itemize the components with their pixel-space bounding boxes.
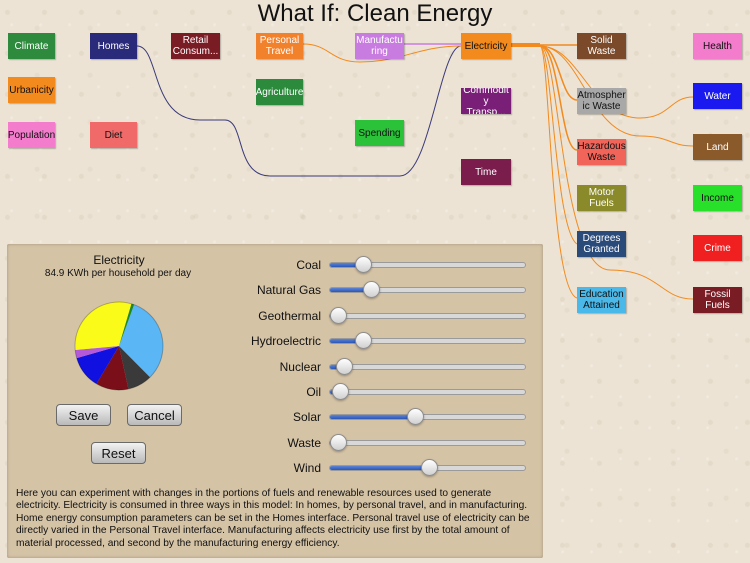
- slider-label-solar: Solar: [292, 410, 321, 425]
- node-urbanicity[interactable]: Urbanicity: [8, 77, 55, 103]
- slider-oil[interactable]: [329, 383, 526, 400]
- link-homes-electricity: [136, 45, 462, 177]
- pie-slice-wind: [75, 302, 132, 350]
- slider-thumb[interactable]: [331, 383, 349, 400]
- slider-label-hydroelectric: Hydroelectric: [250, 334, 321, 349]
- cancel-button[interactable]: Cancel: [127, 404, 182, 426]
- save-button[interactable]: Save: [56, 404, 111, 426]
- panel-title: Electricity: [93, 253, 145, 267]
- slider-label-oil: Oil: [306, 385, 321, 399]
- slider-label-wind: Wind: [293, 461, 321, 476]
- node-degrees[interactable]: Degrees Granted: [577, 231, 626, 257]
- node-education[interactable]: Education Attained: [577, 287, 626, 313]
- slider-label-coal: Coal: [296, 258, 321, 272]
- node-hazardous[interactable]: Hazardous Waste: [577, 139, 626, 165]
- node-crime[interactable]: Crime: [693, 235, 742, 261]
- pie-slice-solar: [119, 304, 163, 378]
- slider-natural-gas[interactable]: [329, 281, 526, 299]
- pie-slice-geothermal: [75, 346, 119, 359]
- panel-subtitle: 84.9 KWh per household per day: [44, 268, 192, 279]
- slider-solar[interactable]: [329, 408, 526, 426]
- node-electricity[interactable]: Electricity: [461, 33, 511, 59]
- node-agriculture[interactable]: Agriculture: [256, 79, 303, 105]
- node-personal-travel[interactable]: Personal Travel: [256, 33, 303, 59]
- panel-description: Here you can experiment with changes in …: [16, 488, 530, 549]
- pie-slice-coal: [119, 346, 150, 389]
- slider-fill: [330, 339, 364, 344]
- node-commodity[interactable]: Commodit y Transp...: [461, 88, 511, 114]
- node-atmospheric[interactable]: Atmospher ic Waste: [577, 88, 626, 114]
- slider-fill: [330, 288, 371, 293]
- node-health[interactable]: Health: [693, 33, 742, 59]
- link-electricity-fossil: [539, 45, 694, 300]
- link-travel-electricity: [302, 43, 462, 63]
- link-electricity-education: [539, 45, 578, 299]
- slider-label-nuclear: Nuclear: [279, 359, 321, 374]
- pie-slice-natural-gas: [96, 346, 129, 390]
- node-retail[interactable]: Retail Consum...: [171, 33, 220, 59]
- node-homes[interactable]: Homes: [90, 33, 137, 59]
- node-diet[interactable]: Diet: [90, 122, 137, 148]
- slider-label-geothermal: Geothermal: [258, 308, 321, 323]
- slider-hydroelectric[interactable]: [329, 332, 526, 350]
- node-water[interactable]: Water: [693, 83, 742, 109]
- pie-slice-hydroelectric: [76, 346, 119, 384]
- node-population[interactable]: Population: [8, 122, 55, 148]
- reset-button[interactable]: Reset: [91, 442, 146, 464]
- slider-thumb[interactable]: [363, 281, 381, 299]
- link-electricity-atmospheric: [539, 45, 578, 101]
- node-climate[interactable]: Climate: [8, 33, 55, 59]
- slider-thumb[interactable]: [406, 408, 424, 426]
- slider-label-natural-gas: Natural Gas: [256, 283, 321, 298]
- slider-thumb[interactable]: [355, 256, 373, 273]
- slider-geothermal[interactable]: [329, 306, 526, 324]
- page-title: What If: Clean Energy: [257, 0, 493, 27]
- node-manufacturing[interactable]: Manufactu ring: [355, 33, 404, 59]
- slider-wind[interactable]: [329, 459, 526, 477]
- node-fossil[interactable]: Fossil Fuels: [693, 287, 742, 313]
- slider-thumb[interactable]: [420, 459, 438, 477]
- link-electricity-land: [539, 45, 694, 147]
- link-electricity-hazardous: [539, 45, 578, 151]
- node-income[interactable]: Income: [693, 185, 742, 211]
- slider-thumb[interactable]: [355, 332, 373, 350]
- node-motor-fuels[interactable]: Motor Fuels: [577, 185, 626, 211]
- slider-fill: [330, 466, 428, 471]
- node-time[interactable]: Time: [461, 159, 511, 185]
- slider-nuclear[interactable]: [329, 357, 526, 375]
- electricity-pie-chart: [74, 301, 164, 391]
- slider-fill: [330, 263, 364, 267]
- node-spending[interactable]: Spending: [355, 120, 404, 146]
- slider-fill: [330, 415, 414, 420]
- link-electricity-degrees: [539, 45, 578, 245]
- slider-thumb[interactable]: [329, 306, 347, 324]
- electricity-panel: Electricity 84.9 KWh per household per d…: [7, 244, 543, 558]
- slider-thumb[interactable]: [329, 433, 347, 451]
- slider-label-waste: Waste: [287, 435, 321, 450]
- node-solid-waste[interactable]: Solid Waste: [577, 33, 626, 59]
- slider-waste[interactable]: [329, 433, 526, 451]
- link-electricity-water: [539, 45, 694, 119]
- pie-slice-nuclear: [119, 303, 135, 346]
- slider-thumb[interactable]: [335, 357, 353, 375]
- node-land[interactable]: Land: [693, 134, 742, 160]
- slider-coal[interactable]: [329, 256, 526, 273]
- pie-outline: [74, 301, 164, 391]
